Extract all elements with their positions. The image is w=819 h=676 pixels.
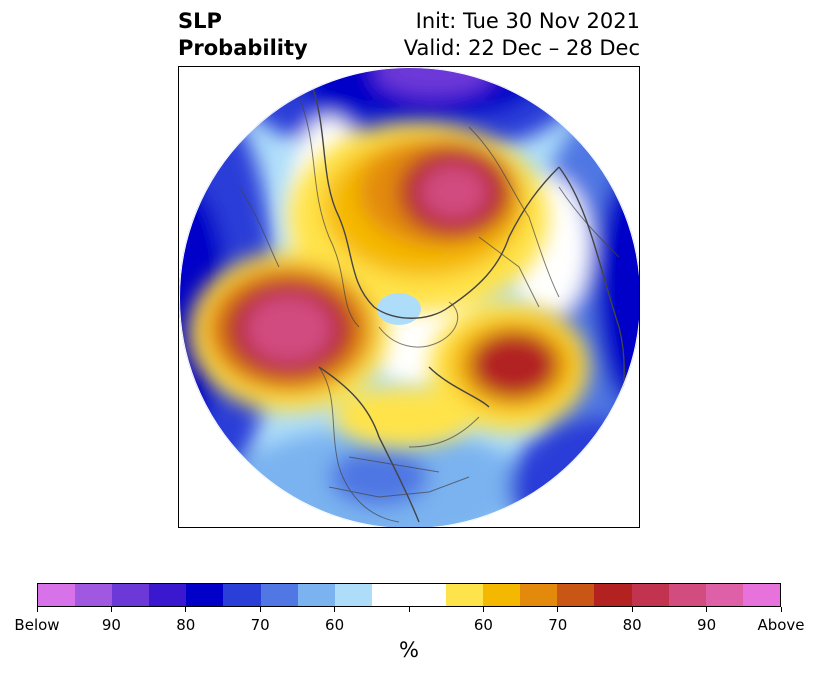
- colorbar-segment: [408, 584, 447, 606]
- colorbar-tick: [259, 607, 261, 612]
- colorbar-tick-center: [408, 607, 410, 612]
- colorbar-tick: [631, 607, 633, 612]
- colorbar-tick: [110, 607, 112, 612]
- colorbar-tick-label: 80: [176, 616, 196, 634]
- projection-edge: [179, 67, 639, 527]
- colorbar-segment: [668, 584, 706, 606]
- colorbar-tick: [334, 607, 336, 612]
- below-core-east: [594, 167, 639, 407]
- colorbar-tick: [557, 607, 559, 612]
- colorbar-tick-label: 90: [101, 616, 121, 634]
- below-spot-arctic: [377, 293, 421, 325]
- colorbar: [37, 583, 781, 607]
- init-date-label: Init: Tue 30 Nov 2021: [415, 9, 640, 33]
- colorbar-segment: [334, 584, 372, 606]
- above-max-arctic: [419, 164, 489, 220]
- colorbar-segment: [297, 584, 335, 606]
- map-borders: [238, 96, 620, 523]
- colorbar-segment: [38, 584, 76, 606]
- colorbar-segment: [483, 584, 521, 606]
- colorbar-segment: [446, 584, 484, 606]
- colorbar-tick-label: Below: [14, 616, 60, 634]
- colorbar-tick: [482, 607, 484, 612]
- above-region-canada: [334, 387, 474, 447]
- valid-range-label: Valid: 22 Dec – 28 Dec: [403, 36, 640, 60]
- colorbar-tick: [706, 607, 708, 612]
- colorbar-tick-label: 60: [325, 616, 345, 634]
- colorbar-segment: [112, 584, 150, 606]
- colorbar-segment: [371, 584, 409, 606]
- above-max-pacific: [244, 294, 334, 364]
- colorbar-tick: [185, 607, 187, 612]
- colorbar-tick-label: Above: [757, 616, 805, 634]
- colorbar-tick-label: 70: [548, 616, 568, 634]
- colorbar-segment: [75, 584, 113, 606]
- map-panel: [178, 66, 640, 528]
- probability-map: [179, 67, 639, 527]
- colorbar-tick-label: 80: [622, 616, 642, 634]
- colorbar-tick: [780, 607, 782, 612]
- colorbar-tick-label: 60: [473, 616, 493, 634]
- colorbar-segment: [149, 584, 187, 606]
- chart-title: SLP Probability: [178, 8, 308, 62]
- colorbar-unit-label: %: [399, 638, 419, 662]
- colorbar-tick-label: 90: [697, 616, 717, 634]
- colorbar-segment: [705, 584, 743, 606]
- title-line-variable: SLP: [178, 9, 222, 33]
- colorbar-tick-label: 70: [250, 616, 270, 634]
- below-max-north: [374, 67, 494, 97]
- forecast-dates: Init: Tue 30 Nov 2021 Valid: 22 Dec – 28…: [404, 8, 640, 62]
- below-core-southeast: [569, 472, 639, 527]
- above-dark-atlantic: [469, 331, 559, 399]
- colorbar-segment: [223, 584, 261, 606]
- colorbar-segment: [520, 584, 558, 606]
- colorbar-segment: [186, 584, 224, 606]
- colorbar-segment: [594, 584, 632, 606]
- title-line-type: Probability: [178, 36, 308, 60]
- below-core-south: [329, 447, 429, 507]
- colorbar-segment: [557, 584, 595, 606]
- colorbar-segment: [631, 584, 669, 606]
- colorbar-tick: [36, 607, 38, 612]
- colorbar-segment: [742, 584, 780, 606]
- colorbar-segment: [260, 584, 298, 606]
